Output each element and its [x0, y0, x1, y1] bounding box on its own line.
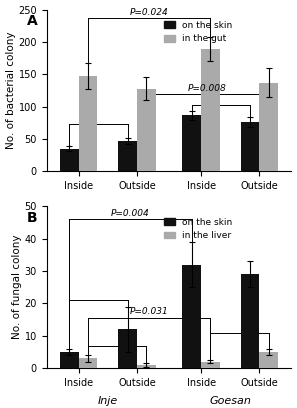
Bar	[79, 359, 97, 368]
Text: P=0.004: P=0.004	[111, 208, 150, 217]
Bar	[137, 89, 156, 171]
Bar	[182, 115, 201, 171]
Bar	[201, 49, 220, 171]
Text: B: B	[27, 211, 38, 225]
Text: P=0.024: P=0.024	[130, 8, 169, 17]
Text: A: A	[27, 14, 38, 29]
Bar	[241, 274, 259, 368]
Bar	[119, 141, 137, 171]
Bar	[182, 264, 201, 368]
Bar	[137, 365, 156, 368]
Y-axis label: No. of bacterial colony: No. of bacterial colony	[6, 32, 15, 149]
Y-axis label: No. of fungal colony: No. of fungal colony	[12, 235, 22, 339]
Bar	[241, 122, 259, 171]
Legend: on the skin, in the gut: on the skin, in the gut	[161, 17, 236, 47]
Bar	[259, 352, 278, 368]
Text: P=0.031: P=0.031	[130, 307, 169, 316]
Legend: on the skin, in the liver: on the skin, in the liver	[161, 214, 236, 244]
Bar	[259, 83, 278, 171]
Bar	[60, 149, 79, 171]
Bar	[119, 329, 137, 368]
Text: Goesan: Goesan	[209, 396, 251, 406]
Text: P=0.008: P=0.008	[188, 84, 227, 93]
Bar	[201, 362, 220, 368]
Text: Inje: Inje	[98, 396, 118, 406]
Bar	[60, 352, 79, 368]
Bar	[79, 76, 97, 171]
